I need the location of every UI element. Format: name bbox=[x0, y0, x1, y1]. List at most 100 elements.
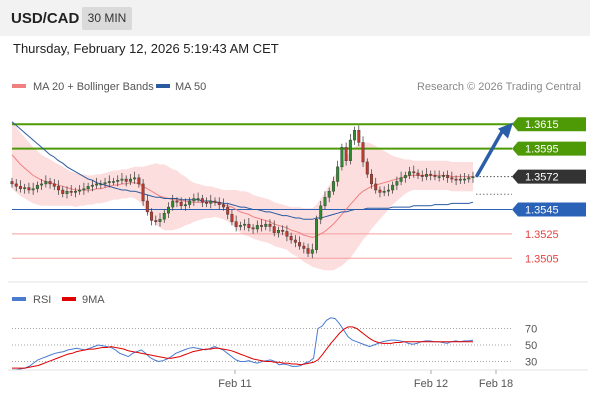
level-tag-0 bbox=[512, 117, 586, 132]
rsi-panel: 70 50 30 bbox=[12, 317, 537, 371]
candle-body-100 bbox=[433, 175, 437, 177]
candle-body-42 bbox=[188, 200, 192, 205]
candle-body-25 bbox=[116, 180, 120, 182]
candle-body-51 bbox=[226, 206, 230, 215]
rsi-legend: RSI 9MA bbox=[12, 294, 105, 306]
ma20-legend-swatch bbox=[12, 84, 26, 88]
candle-body-3 bbox=[23, 187, 27, 189]
candle-body-17 bbox=[82, 188, 86, 191]
candle-body-105 bbox=[454, 178, 458, 181]
price-panel: 1.3615 1.3595 1.3572 1.3545 1.3525 1.3505 bbox=[10, 117, 586, 271]
rsi-tick-30: 30 bbox=[525, 357, 537, 369]
candle-body-21 bbox=[99, 183, 103, 186]
candle-body-62 bbox=[272, 226, 276, 233]
candle-body-8 bbox=[44, 181, 48, 185]
candle-body-30 bbox=[137, 177, 141, 185]
candle-body-45 bbox=[200, 198, 204, 203]
candle-body-89 bbox=[386, 189, 390, 192]
candle-body-67 bbox=[293, 239, 297, 243]
candle-body-83 bbox=[361, 142, 365, 163]
candle-body-50 bbox=[221, 204, 225, 208]
candle-body-4 bbox=[27, 187, 31, 191]
candle-body-34 bbox=[154, 220, 158, 222]
candle-body-103 bbox=[446, 175, 450, 179]
candle-body-44 bbox=[196, 198, 200, 200]
candle-body-10 bbox=[52, 183, 56, 187]
candle-body-40 bbox=[179, 201, 183, 207]
candle-body-98 bbox=[425, 173, 428, 177]
candle-body-93 bbox=[403, 175, 407, 179]
level-label-0: 1.3615 bbox=[525, 119, 559, 131]
candle-body-38 bbox=[171, 200, 175, 208]
candle-body-102 bbox=[441, 175, 445, 177]
level-label-4: 1.3525 bbox=[525, 229, 559, 241]
ma20-legend-label: MA 20 + Bollinger Bands bbox=[33, 81, 154, 93]
x-tick-label-2: Feb 18 bbox=[479, 378, 513, 390]
candle-body-6 bbox=[35, 184, 39, 189]
candle-body-27 bbox=[124, 178, 128, 182]
ma50-line bbox=[11, 121, 474, 220]
level-tag-2 bbox=[512, 169, 586, 184]
candle-body-19 bbox=[90, 184, 94, 187]
rsi-legend-swatch bbox=[12, 297, 26, 301]
candle-body-53 bbox=[234, 221, 238, 227]
candle-body-12 bbox=[61, 189, 65, 194]
candle-body-60 bbox=[264, 223, 268, 227]
candle-body-36 bbox=[162, 212, 166, 220]
bollinger-band bbox=[12, 120, 473, 271]
candle-body-81 bbox=[353, 130, 357, 141]
candle-body-13 bbox=[65, 191, 69, 194]
ma9-legend-swatch bbox=[62, 297, 76, 301]
timeframe-badge[interactable]: 30 MIN bbox=[82, 7, 132, 30]
candle-body-0 bbox=[10, 181, 14, 185]
candle-body-18 bbox=[86, 186, 90, 189]
candle-body-16 bbox=[78, 189, 82, 192]
copyright-label: Research © 2026 Trading Central bbox=[417, 81, 581, 93]
candle-body-72 bbox=[315, 219, 318, 250]
level-tag-3 bbox=[512, 202, 586, 217]
level-label-5: 1.3505 bbox=[525, 253, 559, 265]
ma50-legend-swatch bbox=[156, 84, 170, 88]
candle-body-73 bbox=[319, 205, 323, 220]
candle-body-80 bbox=[348, 139, 352, 161]
candle-body-85 bbox=[370, 173, 373, 185]
candle-body-9 bbox=[48, 181, 52, 185]
candle-body-39 bbox=[175, 200, 179, 203]
candle-body-78 bbox=[340, 147, 344, 168]
level-label-3: 1.3545 bbox=[525, 205, 559, 217]
candle-body-43 bbox=[192, 198, 196, 202]
candle-body-59 bbox=[260, 225, 264, 227]
candle-body-86 bbox=[374, 183, 378, 191]
candle-body-99 bbox=[429, 173, 433, 176]
candle-body-41 bbox=[183, 204, 187, 207]
candle-body-104 bbox=[450, 177, 454, 180]
ma20-line bbox=[11, 154, 473, 239]
candle-body-75 bbox=[327, 191, 331, 198]
level-label-1: 1.3595 bbox=[525, 144, 559, 156]
price-legend: MA 20 + Bollinger Bands MA 50 Research ©… bbox=[12, 81, 581, 93]
candle-body-28 bbox=[128, 178, 132, 182]
candle-body-55 bbox=[243, 223, 247, 226]
candle-body-29 bbox=[133, 177, 137, 180]
candle-body-23 bbox=[107, 181, 111, 183]
candle-body-84 bbox=[365, 161, 369, 175]
candle-body-56 bbox=[247, 223, 251, 228]
candle-body-70 bbox=[306, 248, 310, 254]
candle-body-107 bbox=[463, 178, 467, 181]
candle-body-108 bbox=[467, 177, 471, 180]
candle-body-52 bbox=[230, 214, 234, 222]
candle-body-63 bbox=[276, 230, 280, 233]
projection-arrow-head bbox=[498, 122, 513, 139]
candle-body-7 bbox=[40, 183, 44, 186]
x-axis: Feb 11 Feb 12 Feb 18 bbox=[8, 369, 588, 390]
candle-body-61 bbox=[268, 223, 272, 227]
header-bar: USD/CAD 30 MIN bbox=[0, 0, 590, 36]
candle-body-87 bbox=[378, 189, 382, 193]
candle-body-26 bbox=[120, 178, 124, 181]
candle-body-74 bbox=[323, 197, 327, 207]
candle-body-57 bbox=[251, 227, 255, 230]
candle-body-35 bbox=[158, 219, 162, 222]
candle-body-5 bbox=[31, 188, 35, 191]
level-label-2: 1.3572 bbox=[525, 172, 559, 184]
rsi-ma9-line bbox=[12, 326, 473, 369]
